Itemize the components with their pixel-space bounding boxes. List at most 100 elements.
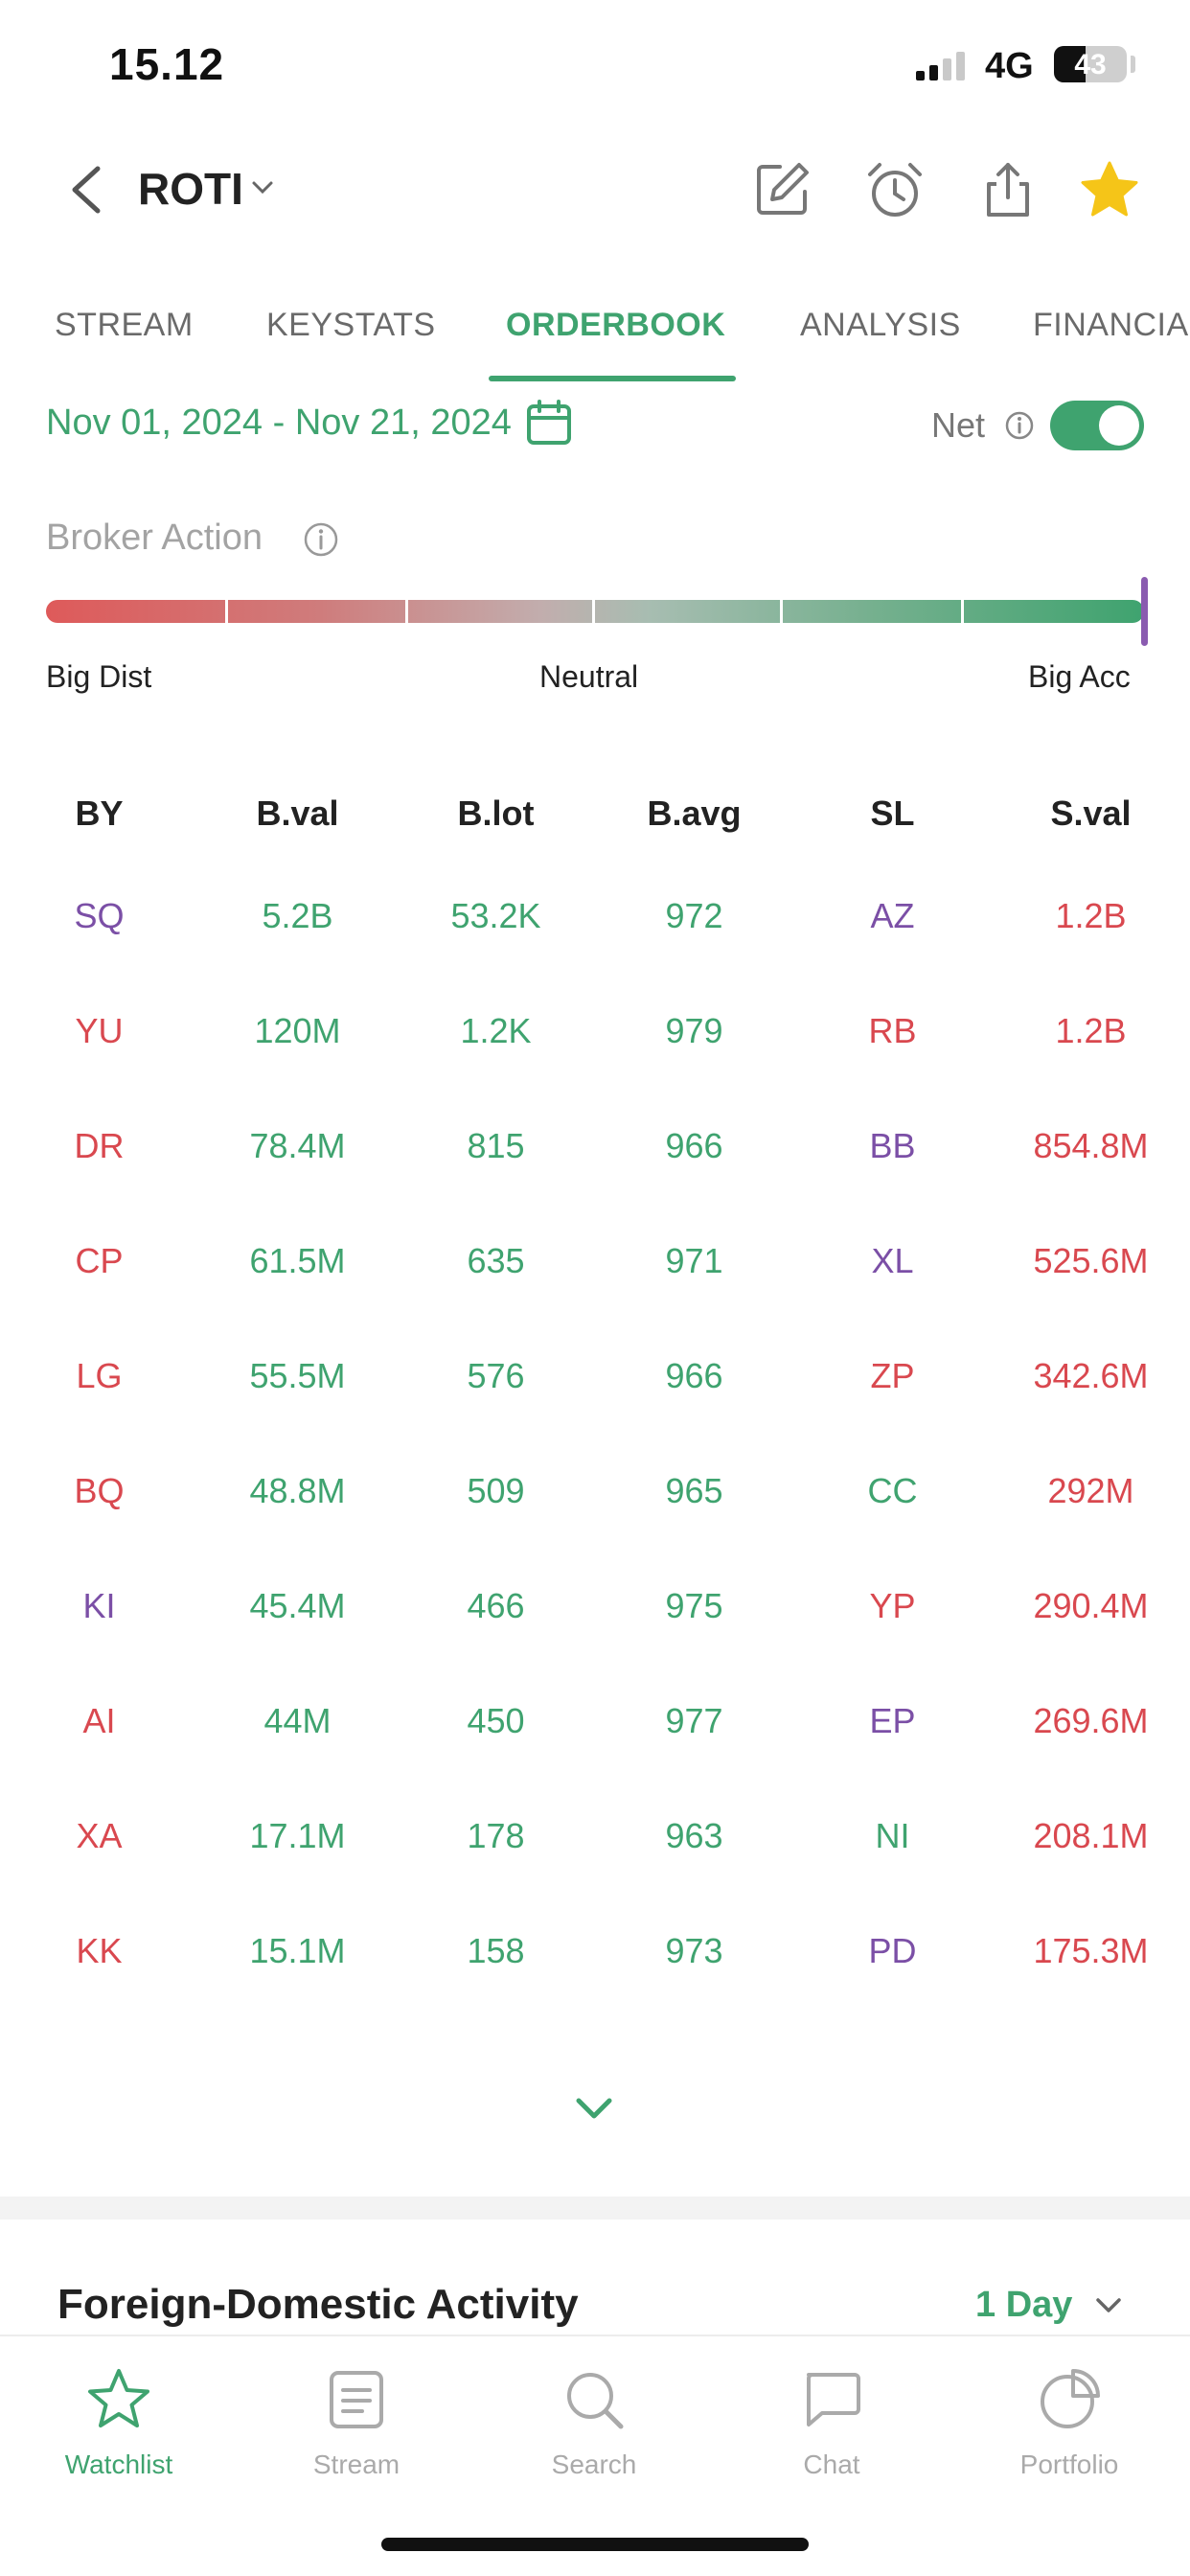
net-label: Net — [931, 405, 986, 445]
share-icon[interactable] — [977, 159, 1039, 220]
column-header-sl[interactable]: SL — [870, 794, 915, 833]
buy-avg: 979 — [665, 1011, 723, 1050]
gauge-label-center: Neutral — [539, 659, 639, 694]
edit-icon[interactable] — [751, 159, 812, 220]
signal-icon — [916, 52, 965, 80]
period-selector[interactable]: 1 Day — [975, 2285, 1073, 2325]
sell-value: 290.4M — [1033, 1586, 1149, 1625]
expand-chevron-icon[interactable] — [573, 2093, 615, 2124]
buy-avg: 971 — [665, 1241, 723, 1280]
buy-lot: 466 — [467, 1586, 525, 1625]
nav-portfolio[interactable]: Portfolio — [950, 2365, 1188, 2480]
date-range[interactable]: Nov 01, 2024 - Nov 21, 2024 — [46, 402, 512, 443]
buy-lot: 815 — [467, 1126, 525, 1165]
table-row: KK 15.1M 158 973 PD 175.3M — [0, 1902, 1190, 2017]
nav-label: Stream — [312, 2450, 400, 2479]
buyer-code[interactable]: XA — [76, 1816, 123, 1855]
buy-avg: 972 — [665, 896, 723, 935]
chat-icon — [807, 2373, 860, 2426]
seller-code[interactable]: YP — [869, 1586, 916, 1625]
buyer-code[interactable]: BQ — [74, 1471, 125, 1510]
tab-keystats[interactable]: KEYSTATS — [266, 307, 436, 343]
tab-orderbook[interactable]: ORDERBOOK — [506, 307, 726, 343]
nav-chat[interactable]: Chat — [713, 2365, 950, 2480]
buy-avg: 963 — [665, 1816, 723, 1855]
sell-value: 292M — [1047, 1471, 1134, 1510]
seller-code[interactable]: EP — [869, 1701, 916, 1740]
home-indicator[interactable] — [381, 2538, 809, 2551]
buy-value: 45.4M — [249, 1586, 346, 1625]
buy-lot: 178 — [467, 1816, 525, 1855]
column-header-by[interactable]: BY — [75, 794, 124, 833]
seller-code[interactable]: AZ — [870, 896, 915, 935]
buy-lot: 450 — [467, 1701, 525, 1740]
buyer-code[interactable]: SQ — [74, 896, 125, 935]
buyer-code[interactable]: CP — [75, 1241, 124, 1280]
buy-avg: 965 — [665, 1471, 723, 1510]
nav-stream[interactable]: Stream — [238, 2365, 475, 2480]
nav-search[interactable]: Search — [475, 2365, 713, 2480]
back-icon[interactable] — [65, 163, 107, 217]
buyer-code[interactable]: DR — [74, 1126, 125, 1165]
pie-chart-icon — [1041, 2369, 1100, 2428]
buy-lot: 1.2K — [460, 1011, 532, 1050]
column-header-sval[interactable]: S.val — [1050, 794, 1132, 833]
bottom-navigation: Watchlist Stream Search Chat Portfolio — [0, 2334, 1190, 2576]
column-header-bval[interactable]: B.val — [256, 794, 339, 833]
table-row: YU 120M 1.2K 979 RB 1.2B — [0, 982, 1190, 1097]
chevron-down-icon[interactable] — [251, 180, 274, 196]
section-title: Foreign-Domestic Activity — [57, 2281, 579, 2328]
battery-level: 43 — [1074, 49, 1107, 80]
buyer-code[interactable]: YU — [75, 1011, 124, 1050]
table-row: KI 45.4M 466 975 YP 290.4M — [0, 1557, 1190, 1672]
seller-code[interactable]: NI — [875, 1816, 910, 1855]
table-row: AI 44M 450 977 EP 269.6M — [0, 1672, 1190, 1787]
table-row: DR 78.4M 815 966 BB 854.8M — [0, 1097, 1190, 1212]
seller-code[interactable]: RB — [868, 1011, 917, 1050]
table-header: BY B.val B.lot B.avg SL S.val — [0, 767, 1190, 867]
nav-label: Search — [551, 2450, 637, 2479]
sell-value: 342.6M — [1033, 1356, 1149, 1395]
chevron-down-icon[interactable] — [1094, 2296, 1123, 2315]
section-divider — [0, 2196, 1190, 2220]
buyer-code[interactable]: KK — [76, 1931, 123, 1970]
gauge-separator — [780, 600, 783, 623]
nav-label: Portfolio — [1019, 2450, 1119, 2479]
seller-code[interactable]: PD — [868, 1931, 917, 1970]
alarm-icon[interactable] — [864, 159, 926, 220]
seller-code[interactable]: ZP — [870, 1356, 915, 1395]
gauge-label-right: Big Acc — [1028, 659, 1131, 694]
buyer-code[interactable]: KI — [82, 1586, 116, 1625]
seller-code[interactable]: XL — [871, 1241, 914, 1280]
column-header-blot[interactable]: B.lot — [457, 794, 535, 833]
net-toggle[interactable] — [1050, 401, 1144, 450]
battery-tip — [1131, 56, 1135, 73]
buy-avg: 977 — [665, 1701, 723, 1740]
table-row: LG 55.5M 576 966 ZP 342.6M — [0, 1327, 1190, 1442]
broker-action-gauge — [46, 600, 1144, 623]
tab-financials[interactable]: FINANCIALS — [1033, 307, 1190, 343]
tab-analysis[interactable]: ANALYSIS — [800, 307, 961, 343]
buy-lot: 509 — [467, 1471, 525, 1510]
info-icon[interactable] — [1004, 410, 1035, 441]
sell-value: 1.2B — [1055, 896, 1127, 935]
column-header-bavg[interactable]: B.avg — [647, 794, 742, 833]
seller-code[interactable]: CC — [867, 1471, 918, 1510]
buy-lot: 635 — [467, 1241, 525, 1280]
calendar-icon[interactable] — [525, 399, 573, 447]
orderbook-table: BY B.val B.lot B.avg SL S.val SQ 5.2B 53… — [0, 767, 1190, 2017]
buyer-code[interactable]: LG — [76, 1356, 123, 1395]
tab-stream[interactable]: STREAM — [55, 307, 194, 343]
buy-value: 15.1M — [249, 1931, 346, 1970]
nav-label: Watchlist — [64, 2450, 173, 2479]
active-tab-indicator — [489, 376, 736, 381]
buy-avg: 973 — [665, 1931, 723, 1970]
star-icon[interactable] — [1079, 159, 1140, 220]
ticker-symbol[interactable]: ROTI — [138, 164, 243, 214]
seller-code[interactable]: BB — [869, 1126, 916, 1165]
buyer-code[interactable]: AI — [82, 1701, 116, 1740]
search-icon — [567, 2373, 624, 2429]
info-icon[interactable] — [303, 521, 339, 558]
buy-avg: 966 — [665, 1356, 723, 1395]
nav-watchlist[interactable]: Watchlist — [0, 2365, 238, 2480]
